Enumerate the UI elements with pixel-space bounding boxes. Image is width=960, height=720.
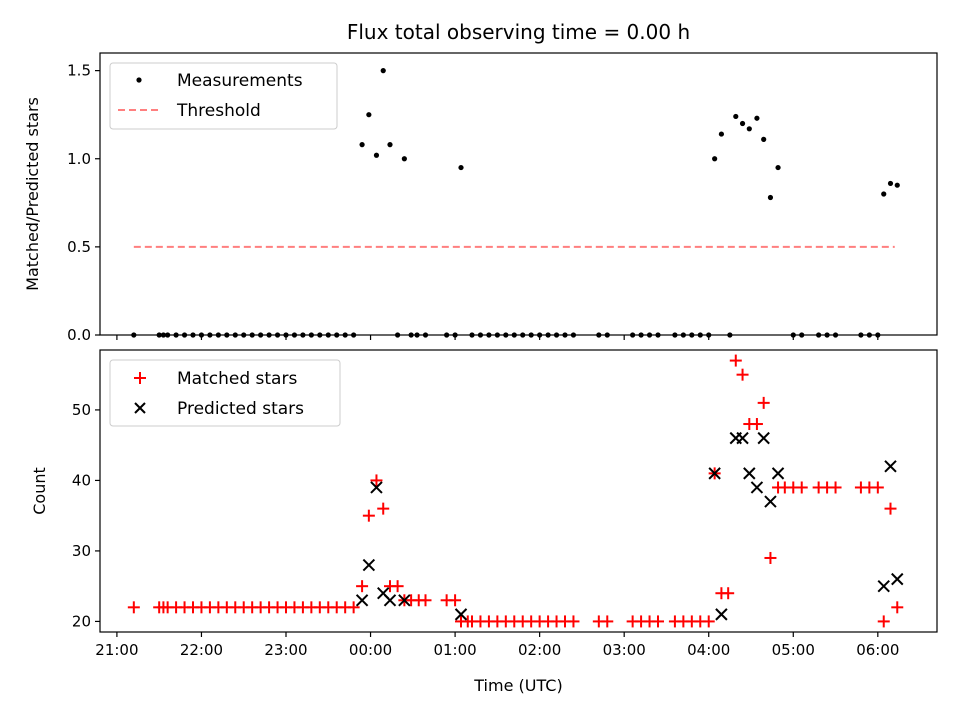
top-chart-title: Flux total observing time = 0.00 h — [347, 20, 690, 44]
predicted-star-point — [454, 608, 468, 621]
measurement-point — [761, 136, 767, 142]
predicted-star-point — [743, 467, 756, 480]
predicted-star-point — [736, 431, 749, 445]
matched-star-point — [377, 502, 390, 515]
legend-matched-label: Matched stars — [177, 369, 297, 389]
top-legend: Measurements Threshold — [109, 62, 338, 130]
bottom-xtick-label: 05:00 — [772, 641, 815, 659]
bottom-xtick-label: 23:00 — [264, 641, 307, 659]
matched-star-point — [449, 594, 462, 607]
matched-star-point — [601, 615, 614, 628]
predicted-star-point — [877, 579, 890, 593]
matched-star-point — [702, 615, 715, 628]
predicted-star-point — [771, 467, 785, 480]
bottom-xtick-label: 04:00 — [687, 641, 730, 659]
predicted-star-point — [750, 481, 764, 494]
matched-star-point — [347, 601, 360, 614]
predicted-star-point — [708, 467, 721, 480]
bottom-xtick-label: 00:00 — [349, 641, 392, 659]
legend-matched-marker — [134, 372, 146, 384]
measurement-point — [894, 182, 900, 188]
measurement-point — [775, 164, 781, 171]
predicted-star-point — [355, 594, 369, 607]
measurement-point — [881, 191, 887, 197]
measurement-point — [387, 142, 393, 148]
predicted-star-point — [891, 572, 904, 586]
top-legend-box — [109, 62, 338, 130]
bottom-xtick-label: 06:00 — [856, 641, 899, 659]
predicted-star-point — [715, 608, 728, 621]
matched-star-point — [764, 551, 777, 564]
measurement-point — [712, 156, 718, 162]
measurement-point — [887, 180, 894, 187]
measurement-point — [746, 126, 752, 132]
measurement-point — [359, 142, 365, 148]
measurement-point — [767, 194, 774, 201]
matched-star-point — [567, 615, 580, 628]
top-ytick-label: 1.0 — [67, 150, 91, 168]
matched-star-point — [391, 580, 404, 593]
bottom-ytick-label: 30 — [72, 542, 91, 560]
top-plot-frame — [99, 52, 938, 336]
bottom-chart-ylabel: Count — [30, 467, 49, 515]
top-ytick-label: 1.5 — [67, 62, 91, 80]
measurement-point — [401, 156, 407, 162]
predicted-star-point — [764, 495, 777, 508]
bottom-xtick-label: 21:00 — [95, 641, 138, 659]
measurement-point — [739, 120, 746, 127]
bottom-ytick-label: 20 — [72, 612, 91, 630]
matched-star-point — [891, 601, 904, 614]
matched-star-point — [884, 502, 897, 515]
matched-star-point — [795, 481, 808, 494]
matched-star-point — [877, 615, 890, 628]
legend-threshold-label: Threshold — [176, 101, 261, 121]
predicted-star-point — [757, 431, 770, 445]
bottom-plot-frame — [99, 349, 938, 633]
matched-star-point — [722, 587, 735, 600]
matched-star-point — [729, 354, 742, 367]
measurement-point — [373, 152, 380, 158]
bottom-ytick-label: 50 — [72, 401, 91, 419]
top-chart-ylabel: Matched/Predicted stars — [23, 97, 42, 291]
top-ytick-label: 0.0 — [67, 326, 91, 344]
measurement-point — [754, 115, 760, 121]
legend-predicted-label: Predicted stars — [177, 399, 304, 419]
bottom-legend: Matched stars Predicted stars — [109, 359, 341, 427]
matched-star-point — [127, 601, 140, 614]
predicted-star-point — [362, 558, 376, 572]
measurement-point — [366, 112, 372, 118]
legend-measurements-marker — [136, 77, 142, 83]
legend-measurements-label: Measurements — [177, 71, 303, 91]
legend-predicted-marker — [134, 402, 146, 414]
bottom-xtick-label: 03:00 — [603, 641, 646, 659]
measurement-point — [718, 131, 725, 137]
measurement-point — [458, 164, 464, 171]
matched-star-point — [750, 418, 763, 431]
predicted-star-point — [370, 481, 383, 494]
predicted-star-point — [398, 594, 411, 607]
measurement-point — [733, 113, 739, 120]
matched-star-point — [370, 474, 383, 487]
matched-star-point — [419, 594, 432, 607]
matched-star-point — [757, 396, 770, 409]
bottom-ytick-label: 40 — [72, 471, 91, 489]
bottom-chart-xlabel: Time (UTC) — [473, 676, 562, 695]
matched-star-point — [871, 481, 884, 494]
matched-star-point — [356, 580, 369, 593]
top-ytick-label: 0.5 — [67, 238, 91, 256]
matched-star-point — [736, 368, 749, 381]
matched-star-point — [829, 481, 842, 494]
predicted-star-point — [884, 460, 897, 473]
bottom-legend-box — [109, 359, 341, 427]
bottom-xtick-label: 01:00 — [433, 641, 476, 659]
top-plot-area — [131, 68, 900, 338]
predicted-star-point — [383, 594, 397, 607]
measurement-point — [380, 68, 386, 74]
matched-star-point — [652, 615, 664, 628]
bottom-plot-area — [127, 354, 904, 628]
bottom-xtick-label: 02:00 — [518, 641, 561, 659]
matched-star-point — [362, 509, 375, 522]
bottom-xtick-label: 22:00 — [180, 641, 223, 659]
